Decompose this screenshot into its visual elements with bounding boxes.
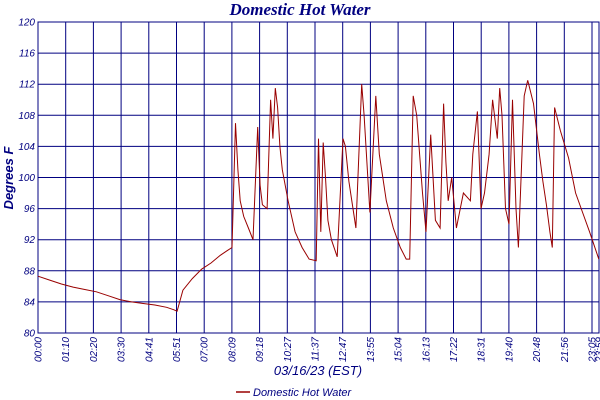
x-tick-label: 11:37 <box>311 337 322 362</box>
x-tick-label: 13:55 <box>366 337 377 362</box>
x-tick-label: 18:31 <box>477 337 488 362</box>
y-tick-label: 108 <box>18 111 35 122</box>
x-tick-label: 09:18 <box>255 337 266 362</box>
y-tick-label: 120 <box>18 18 35 29</box>
y-axis-label: Degrees F <box>1 146 16 210</box>
x-tick-label: 10:27 <box>283 337 294 362</box>
x-tick-label: 23:59 <box>595 337 600 363</box>
x-tick-label: 03:30 <box>117 337 128 362</box>
legend-label: Domestic Hot Water <box>253 387 353 399</box>
plot-frame <box>37 21 600 334</box>
y-tick-label: 100 <box>18 173 35 184</box>
x-tick-label: 17:22 <box>449 337 460 362</box>
y-tick-label: 104 <box>18 142 35 153</box>
x-tick-label: 15:04 <box>394 337 405 362</box>
y-tick-label: 96 <box>24 204 36 215</box>
x-axis-label: 03/16/23 (EST) <box>274 363 362 378</box>
y-tick-label: 92 <box>24 235 36 246</box>
x-tick-label: 00:00 <box>34 337 45 362</box>
x-tick-label: 04:41 <box>144 337 155 362</box>
x-tick-label: 12:47 <box>338 337 349 362</box>
legend: Domestic Hot Water <box>236 387 353 399</box>
y-tick-labels: 80 84 88 92 96 100 104 108 112 116 120 <box>18 18 35 340</box>
y-tick-label: 80 <box>24 329 36 340</box>
y-tick-label: 84 <box>24 297 36 308</box>
x-tick-labels: 00:00 01:10 02:20 03:30 04:41 05:51 07:00 08:09… <box>34 337 600 363</box>
x-tick-label: 16:13 <box>421 337 432 362</box>
x-tick-label: 21:56 <box>560 337 571 363</box>
x-tick-label: 19:40 <box>504 337 515 362</box>
x-tick-label: 02:20 <box>89 337 100 362</box>
x-tick-label: 08:09 <box>227 337 238 362</box>
chart-title: Domestic Hot Water <box>229 0 371 19</box>
y-tick-label: 116 <box>19 49 35 60</box>
x-tick-label: 20:48 <box>532 337 543 363</box>
x-tick-label: 05:51 <box>172 337 183 362</box>
x-tick-label: 01:10 <box>61 337 72 362</box>
y-tick-label: 88 <box>24 266 36 277</box>
x-tick-label: 07:00 <box>200 337 211 362</box>
x-tick-label: 23:05 <box>588 337 599 363</box>
y-tick-label: 112 <box>19 80 35 91</box>
series-line-domestic-hot-water <box>37 80 600 312</box>
